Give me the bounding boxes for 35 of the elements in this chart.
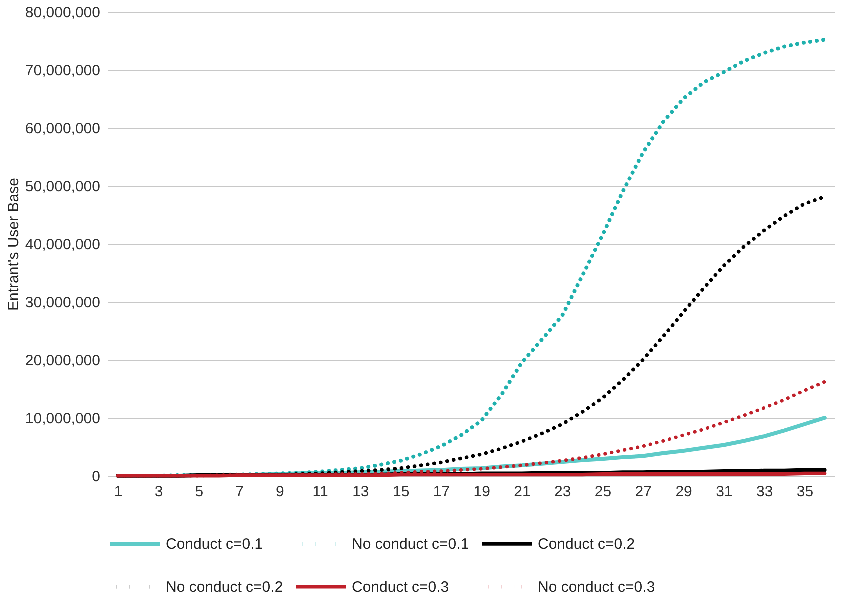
x-tick-label: 31 [716, 484, 733, 500]
x-tick-label: 11 [312, 484, 328, 500]
x-tick-label: 19 [474, 484, 490, 500]
x-tick-label: 17 [433, 484, 450, 500]
x-tick-label: 5 [195, 484, 204, 500]
y-tick-label: 50,000,000 [25, 178, 100, 196]
y-tick-label: 40,000,000 [25, 236, 100, 254]
x-tick-label: 33 [756, 484, 774, 500]
x-tick-label: 25 [594, 484, 612, 500]
y-tick-label: 30,000,000 [25, 294, 100, 312]
legend-label: No conduct c=0.1 [352, 536, 470, 553]
x-tick-label: 7 [236, 484, 244, 500]
x-tick-label: 21 [514, 484, 531, 500]
x-tick-label: 1 [114, 484, 123, 500]
legend-label: Conduct c=0.3 [352, 579, 450, 596]
x-tick-label: 13 [352, 484, 370, 500]
legend-label: No conduct c=0.2 [166, 579, 284, 596]
x-tick-label: 23 [554, 484, 572, 500]
x-tick-label: 27 [635, 484, 652, 500]
x-tick-label: 3 [154, 484, 164, 500]
y-tick-label: 60,000,000 [25, 120, 100, 138]
y-tick-label: 20,000,000 [25, 352, 100, 370]
y-tick-label: 10,000,000 [25, 410, 100, 428]
x-tick-label: 15 [392, 484, 410, 500]
x-tick-label: 29 [676, 484, 692, 500]
x-tick-label: 35 [796, 484, 814, 500]
y-tick-label: 70,000,000 [25, 62, 100, 80]
x-tick-label: 9 [276, 484, 284, 500]
legend-label: No conduct c=0.3 [538, 579, 656, 596]
line-series [116, 38, 827, 478]
y-tick-label: 0 [92, 468, 100, 486]
y-axis-title: Entrant's User Base [5, 178, 22, 311]
y-tick-label: 80,000,000 [25, 4, 100, 22]
legend-label: Conduct c=0.2 [538, 536, 636, 553]
legend-label: Conduct c=0.1 [166, 536, 264, 553]
